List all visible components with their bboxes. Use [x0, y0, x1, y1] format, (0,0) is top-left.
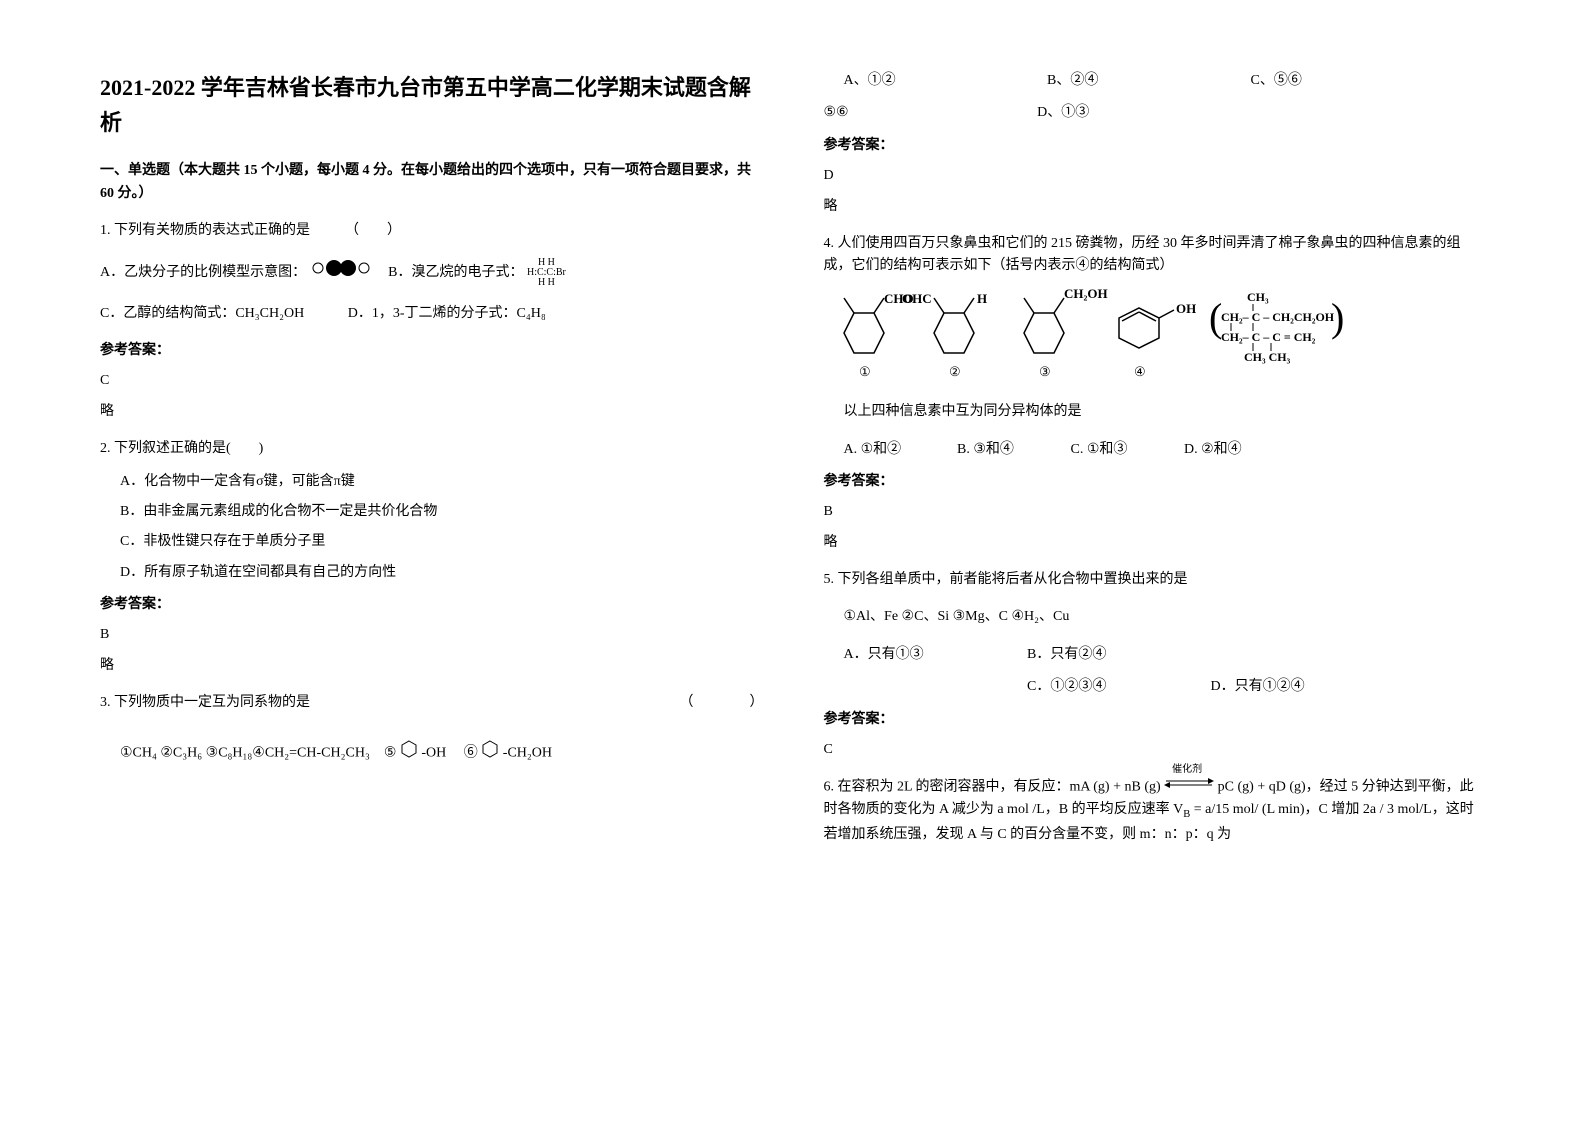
q5-optB: B．只有②④: [1027, 644, 1106, 666]
svg-text:OHC: OHC: [902, 291, 932, 306]
svg-text:CH₃: CH₃: [1247, 290, 1269, 304]
q6-stem-pre: 6. 在容积为 2L 的密闭容器中，有反应：mA (g) + nB (g): [824, 780, 1161, 795]
q1-optA-text: A．乙炔分子的比例模型示意图：: [100, 265, 306, 280]
q2-answer-label: 参考答案：: [100, 594, 764, 616]
q2-stem: 2. 下列叙述正确的是( ): [100, 438, 764, 460]
q4-stem: 4. 人们使用四百万只象鼻虫和它们的 215 磅粪物，历经 30 年多时间弄清了…: [824, 233, 1488, 278]
q3-optB: B、②④: [1047, 70, 1247, 92]
q5-optC: C．①②③④: [1027, 676, 1207, 698]
right-column: A、①② B、②④ C、⑤⑥ ⑤⑥ D、①③ 参考答案： D 略 4. 人们使用…: [824, 70, 1488, 861]
q1-brief: 略: [100, 401, 764, 423]
svg-text:①: ①: [859, 364, 871, 379]
q5-options-row1: A．只有①③ B．只有②④: [844, 644, 1488, 666]
q2-optB: B．由非金属元素组成的化合物不一定是共价化合物: [120, 501, 764, 523]
q2-brief: 略: [100, 655, 764, 677]
q4-structures: CHO ① OHC H ②: [824, 288, 1488, 391]
acetylene-model-icon: [310, 258, 370, 286]
q3-stem-suf: （ ）: [680, 692, 764, 714]
q1-options-ab: A．乙炔分子的比例模型示意图： B．溴乙烷的电子式： H H H:C:C:Br …: [100, 258, 764, 288]
left-column: 2021-2022 学年吉林省长春市九台市第五中学高二化学期末试题含解析 一、单…: [100, 70, 764, 861]
question-6: 6. 在容积为 2L 的密闭容器中，有反应：mA (g) + nB (g) 催化…: [824, 776, 1488, 846]
q4-optA: A. ①和②: [844, 439, 954, 461]
q1-stem: 1. 下列有关物质的表达式正确的是 （ ）: [100, 220, 764, 242]
q3-options-row1: A、①② B、②④ C、⑤⑥: [844, 70, 1488, 92]
q5-optD: D．只有①②④: [1211, 676, 1305, 698]
electron-formula-icon: H H H:C:C:Br H H: [527, 258, 566, 288]
svg-text:CH₂OH: CH₂OH: [1064, 288, 1108, 301]
question-4: 4. 人们使用四百万只象鼻虫和它们的 215 磅粪物，历经 30 年多时间弄清了…: [824, 233, 1488, 554]
q4-optD: D. ②和④: [1184, 439, 1242, 461]
q2-optC: C．非极性键只存在于单质分子里: [120, 531, 764, 553]
q3-optD: D、①③: [1037, 105, 1089, 120]
q5-answer-label: 参考答案：: [824, 709, 1488, 731]
q5-stem: 5. 下列各组单质中，前者能将后者从化合物中置换出来的是: [824, 569, 1488, 591]
document-title: 2021-2022 学年吉林省长春市九台市第五中学高二化学期末试题含解析: [100, 70, 764, 140]
section-header: 一、单选题（本大题共 15 个小题，每小题 4 分。在每小题给出的四个选项中，只…: [100, 160, 764, 205]
hexagon-icon-2: [481, 740, 499, 766]
q4-options: A. ①和② B. ③和④ C. ①和③ D. ②和④: [844, 439, 1488, 461]
q4-optC: C. ①和③: [1071, 439, 1181, 461]
page-container: 2021-2022 学年吉林省长春市九台市第五中学高二化学期末试题含解析 一、单…: [0, 0, 1587, 901]
question-3: 3. 下列物质中一定互为同系物的是 （ ） ①CH₄ ②C₃H₆ ③C₈H₁₈④…: [100, 692, 764, 766]
svg-text:H: H: [977, 291, 987, 306]
svg-text:③: ③: [1039, 364, 1051, 379]
q3-fifth-sixth: ⑤⑥: [824, 105, 849, 120]
q2-optD: D．所有原子轨道在空间都具有自己的方向性: [120, 562, 764, 584]
svg-text:CH₂– C – CH₂CH₂OH: CH₂– C – CH₂CH₂OH: [1221, 310, 1335, 324]
question-1: 1. 下列有关物质的表达式正确的是 （ ） A．乙炔分子的比例模型示意图： B．…: [100, 220, 764, 423]
hexagon-icon-1: [400, 740, 418, 766]
q2-optA: A．化合物中一定含有σ键，可能含π键: [120, 471, 764, 493]
q1-answer: C: [100, 370, 764, 392]
svg-text:②: ②: [949, 364, 961, 379]
q1-options-cd: C．乙醇的结构简式：CH₃CH₂OH D．1，3-丁二烯的分子式：C₄H₈: [100, 303, 764, 325]
question-2: 2. 下列叙述正确的是( ) A．化合物中一定含有σ键，可能含π键 B．由非金属…: [100, 438, 764, 677]
q3-formulas: ①CH₄ ②C₃H₆ ③C₈H₁₈④CH₂=CH-CH₂CH₃ ⑤ -OH ⑥ …: [120, 740, 764, 766]
svg-text:CH₃ CH₃: CH₃ CH₃: [1244, 350, 1291, 364]
q4-optB: B. ③和④: [957, 439, 1067, 461]
q3-formulas-suf: -CH₂OH: [503, 745, 552, 760]
svg-text:OH: OH: [1176, 301, 1196, 316]
q1-optB-text: B．溴乙烷的电子式：: [388, 265, 523, 280]
q4-sub-stem: 以上四种信息素中互为同分异构体的是: [844, 401, 1488, 423]
q3-formulas-pre: ①CH₄ ②C₃H₆ ③C₈H₁₈④CH₂=CH-CH₂CH₃ ⑤: [120, 745, 396, 760]
q3-answer: D: [824, 165, 1488, 187]
q4-answer: B: [824, 501, 1488, 523]
svg-text:④: ④: [1134, 364, 1146, 379]
q1-optC: C．乙醇的结构简式：CH₃CH₂OH: [100, 306, 304, 321]
q4-answer-label: 参考答案：: [824, 471, 1488, 493]
q3-formulas-mid: -OH ⑥: [421, 745, 477, 760]
q1-answer-label: 参考答案：: [100, 340, 764, 362]
q3-stem: 3. 下列物质中一定互为同系物的是 （ ）: [100, 692, 764, 714]
q3-brief: 略: [824, 196, 1488, 218]
q3-stem-pre: 3. 下列物质中一定互为同系物的是: [100, 692, 310, 714]
q3-optA: A、①②: [844, 70, 1044, 92]
q3-optC: C、⑤⑥: [1251, 70, 1302, 92]
q5-optA: A．只有①③: [844, 644, 1024, 666]
q5-options-row2: x C．①②③④ D．只有①②④: [844, 676, 1488, 698]
q6-stem: 6. 在容积为 2L 的密闭容器中，有反应：mA (g) + nB (g) 催化…: [824, 776, 1488, 846]
q1-optD: D．1，3-丁二烯的分子式：C₄H₈: [348, 306, 546, 321]
reaction-arrow-icon: 催化剂: [1164, 776, 1214, 798]
q3-options-row2: ⑤⑥ D、①③: [824, 102, 1488, 124]
q2-answer: B: [100, 624, 764, 646]
svg-text:CH₂– C – C = CH₂: CH₂– C – C = CH₂: [1221, 330, 1316, 344]
q3-options-continued: A、①② B、②④ C、⑤⑥ ⑤⑥ D、①③ 参考答案： D 略: [824, 70, 1488, 218]
q3-answer-label: 参考答案：: [824, 135, 1488, 157]
catalyst-text: 催化剂: [1172, 762, 1202, 778]
question-5: 5. 下列各组单质中，前者能将后者从化合物中置换出来的是 ①Al、Fe ②C、S…: [824, 569, 1488, 761]
q4-brief: 略: [824, 532, 1488, 554]
q2-options: A．化合物中一定含有σ键，可能含π键 B．由非金属元素组成的化合物不一定是共价化…: [120, 471, 764, 585]
q5-answer: C: [824, 739, 1488, 761]
q5-items: ①Al、Fe ②C、Si ③Mg、C ④H₂、Cu: [844, 606, 1488, 628]
svg-text:): ): [1331, 295, 1344, 340]
